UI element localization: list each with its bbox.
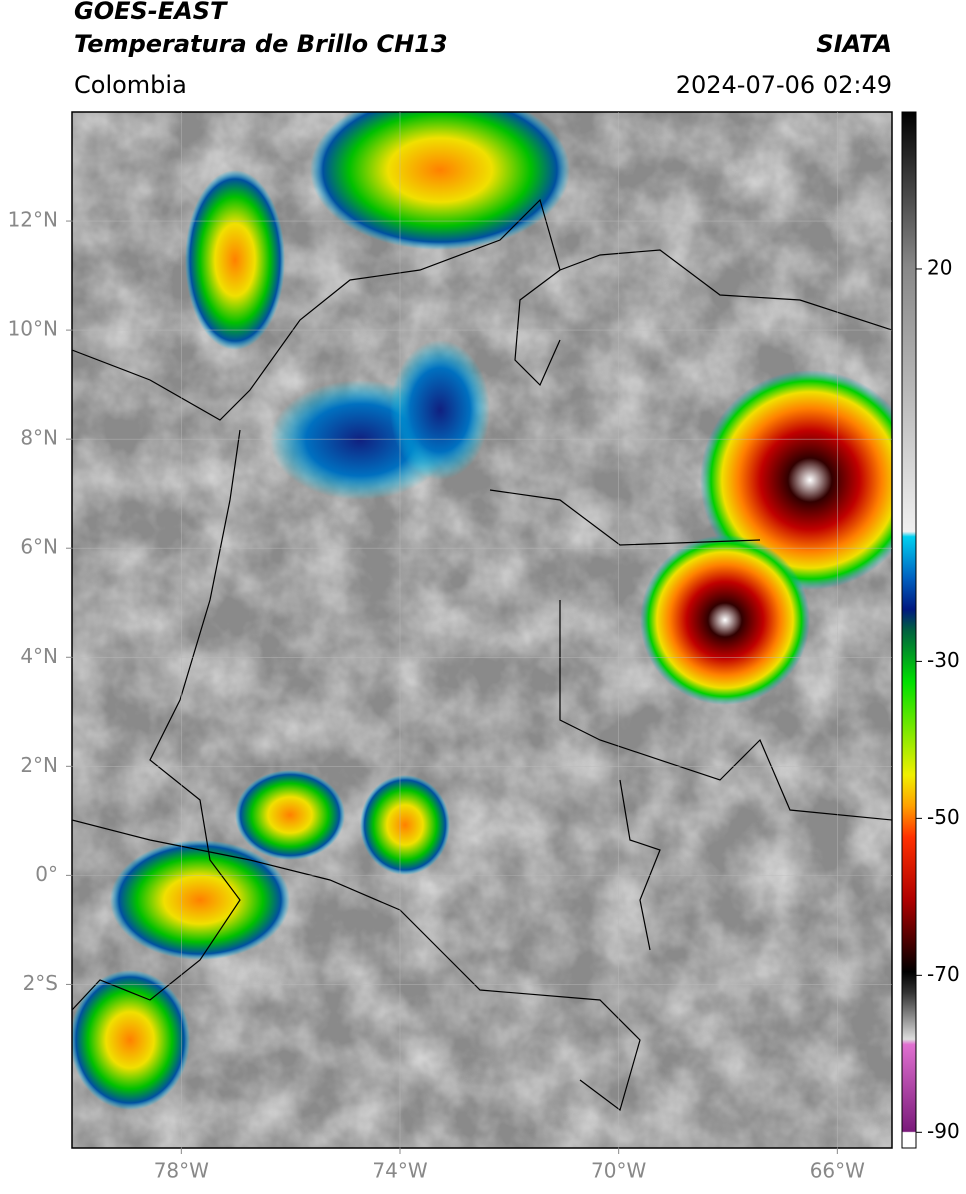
colorbar-tick-label: -90: [927, 1119, 960, 1143]
title: GOES-EAST: [74, 0, 228, 25]
timestamp: 2024-07-06 02:49: [676, 71, 892, 99]
colorbar-tick-label: -70: [927, 962, 960, 986]
satellite-image: [72, 112, 892, 1148]
x-tick-label: 74°W: [372, 1159, 427, 1183]
colorbar-tick-label: 20: [927, 255, 952, 279]
y-tick-label: 12°N: [8, 208, 58, 232]
colorbar: [901, 111, 917, 1149]
y-tick-label: 4°N: [20, 644, 58, 668]
x-tick-label: 78°W: [154, 1159, 209, 1183]
subtitle: Temperatura de Brillo CH13: [74, 30, 448, 58]
colorbar-tick-label: -50: [927, 805, 960, 829]
x-tick-label: 70°W: [591, 1159, 646, 1183]
x-tick-label: 66°W: [810, 1159, 865, 1183]
y-tick-label: 10°N: [8, 317, 58, 341]
source: SIATA: [816, 30, 892, 58]
y-tick-label: 8°N: [20, 426, 58, 450]
y-tick-label: 6°N: [20, 535, 58, 559]
colorbar-tick-label: -30: [927, 648, 960, 672]
region: Colombia: [74, 71, 187, 99]
map-frame: [71, 111, 893, 1149]
y-tick-label: 2°N: [20, 753, 58, 777]
y-tick-label: 2°S: [23, 971, 58, 995]
y-tick-label: 0°: [35, 862, 58, 886]
